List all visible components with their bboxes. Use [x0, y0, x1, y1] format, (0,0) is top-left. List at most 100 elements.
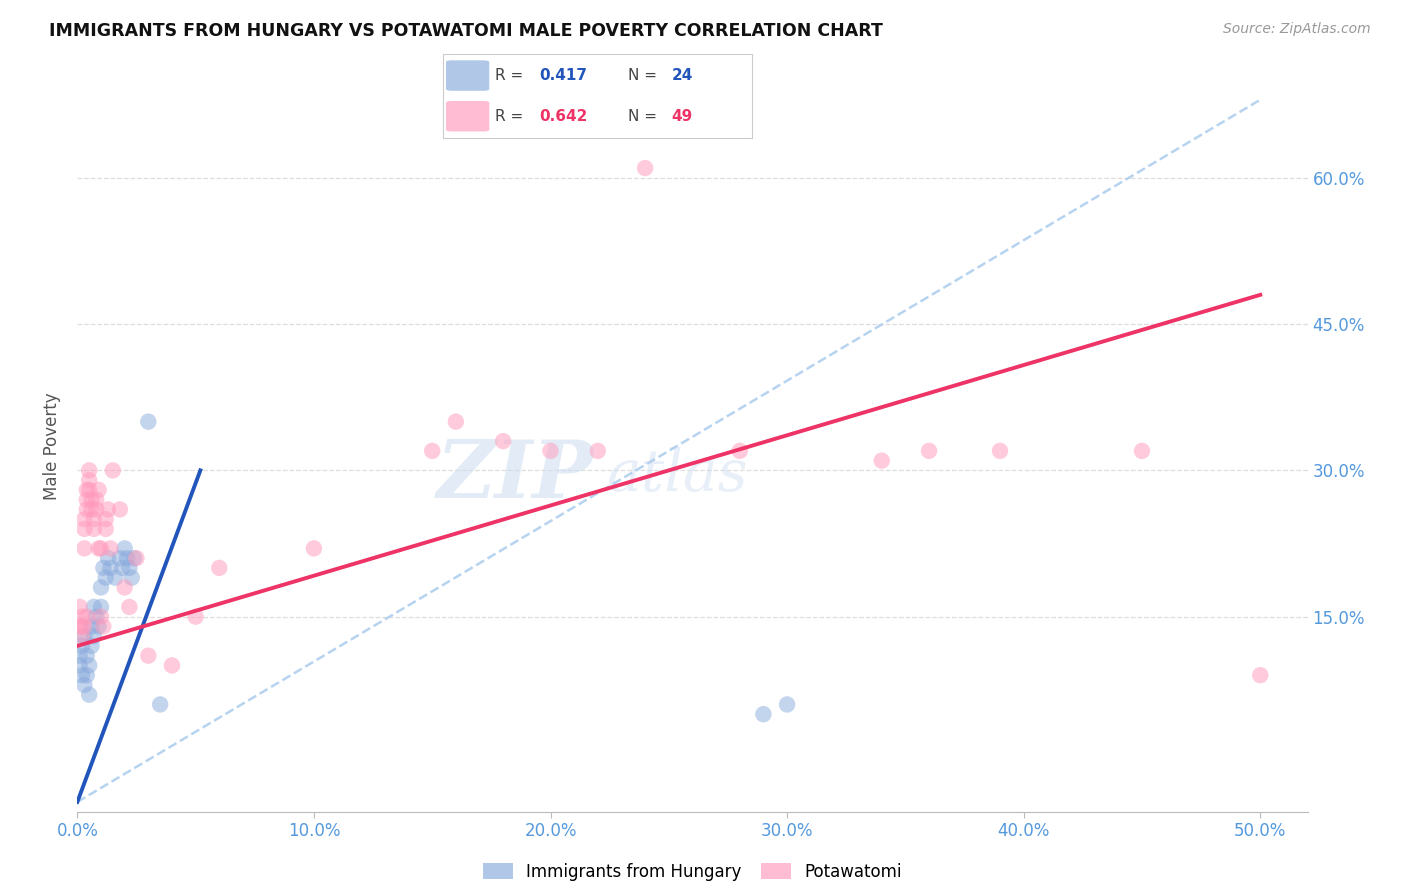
Point: [302, 541, 325, 556]
Point: [69, 658, 91, 673]
Point: [69, 599, 91, 614]
Point: [70, 619, 93, 633]
Text: Source: ZipAtlas.com: Source: ZipAtlas.com: [1223, 22, 1371, 37]
Point: [77, 688, 100, 702]
Point: [83, 629, 105, 643]
Point: [149, 698, 172, 712]
Point: [776, 698, 799, 712]
Text: R =: R =: [495, 68, 523, 83]
Point: [586, 443, 609, 458]
Text: 0.417: 0.417: [538, 68, 586, 83]
Point: [90, 581, 112, 595]
Point: [90, 599, 112, 614]
Point: [1130, 443, 1153, 458]
Point: [90, 609, 112, 624]
Text: atlas: atlas: [606, 447, 748, 503]
Text: IMMIGRANTS FROM HUNGARY VS POTAWATOMI MALE POVERTY CORRELATION CHART: IMMIGRANTS FROM HUNGARY VS POTAWATOMI MA…: [49, 22, 883, 40]
Point: [73, 629, 96, 643]
Point: [114, 541, 136, 556]
Point: [87, 483, 110, 497]
Point: [122, 551, 145, 566]
Point: [115, 551, 138, 566]
Text: R =: R =: [495, 109, 523, 124]
Point: [73, 512, 96, 526]
Point: [184, 609, 207, 624]
Point: [104, 571, 127, 585]
Point: [84, 492, 107, 507]
Point: [93, 561, 115, 575]
Point: [77, 658, 100, 673]
Point: [76, 502, 98, 516]
Point: [80, 619, 103, 633]
Point: [69, 619, 91, 633]
Point: [728, 443, 751, 458]
Point: [69, 648, 91, 663]
Point: [70, 639, 93, 653]
Point: [114, 581, 136, 595]
Point: [76, 492, 98, 507]
Point: [73, 522, 96, 536]
Point: [90, 541, 112, 556]
Text: N =: N =: [628, 109, 658, 124]
Point: [125, 551, 148, 566]
Legend: Immigrants from Hungary, Potawatomi: Immigrants from Hungary, Potawatomi: [477, 856, 908, 888]
Point: [118, 599, 141, 614]
Point: [83, 522, 105, 536]
Y-axis label: Male Poverty: Male Poverty: [44, 392, 62, 500]
Point: [540, 443, 562, 458]
Point: [87, 619, 110, 633]
Point: [80, 639, 103, 653]
Point: [84, 609, 107, 624]
Point: [76, 483, 98, 497]
Point: [94, 512, 117, 526]
Point: [100, 561, 122, 575]
Point: [136, 415, 159, 429]
Point: [136, 648, 159, 663]
Point: [870, 453, 893, 467]
Point: [94, 571, 117, 585]
Point: [444, 415, 467, 429]
Point: [73, 678, 96, 692]
Point: [634, 161, 657, 175]
Point: [84, 502, 107, 516]
Point: [988, 443, 1011, 458]
Point: [97, 551, 120, 566]
Point: [918, 443, 941, 458]
Point: [77, 473, 100, 487]
Point: [73, 541, 96, 556]
Point: [77, 483, 100, 497]
Point: [420, 443, 443, 458]
Point: [492, 434, 515, 449]
Point: [76, 609, 98, 624]
Point: [160, 658, 183, 673]
Point: [94, 522, 117, 536]
Point: [752, 707, 775, 722]
Point: [70, 668, 93, 682]
Point: [121, 571, 143, 585]
Text: 0.642: 0.642: [538, 109, 588, 124]
Point: [1249, 668, 1271, 682]
Point: [108, 502, 131, 516]
Text: 24: 24: [672, 68, 693, 83]
Point: [70, 629, 93, 643]
Point: [80, 502, 103, 516]
Point: [108, 551, 131, 566]
Text: 49: 49: [672, 109, 693, 124]
Point: [111, 561, 134, 575]
Point: [93, 619, 115, 633]
Point: [101, 463, 124, 477]
FancyBboxPatch shape: [446, 101, 489, 131]
Point: [83, 599, 105, 614]
Point: [97, 502, 120, 516]
Point: [73, 619, 96, 633]
Text: ZIP: ZIP: [437, 436, 595, 514]
FancyBboxPatch shape: [446, 61, 489, 91]
Point: [77, 463, 100, 477]
Point: [76, 648, 98, 663]
Point: [76, 668, 98, 682]
Point: [87, 541, 110, 556]
Point: [83, 512, 105, 526]
Point: [208, 561, 231, 575]
Point: [70, 609, 93, 624]
Point: [80, 492, 103, 507]
